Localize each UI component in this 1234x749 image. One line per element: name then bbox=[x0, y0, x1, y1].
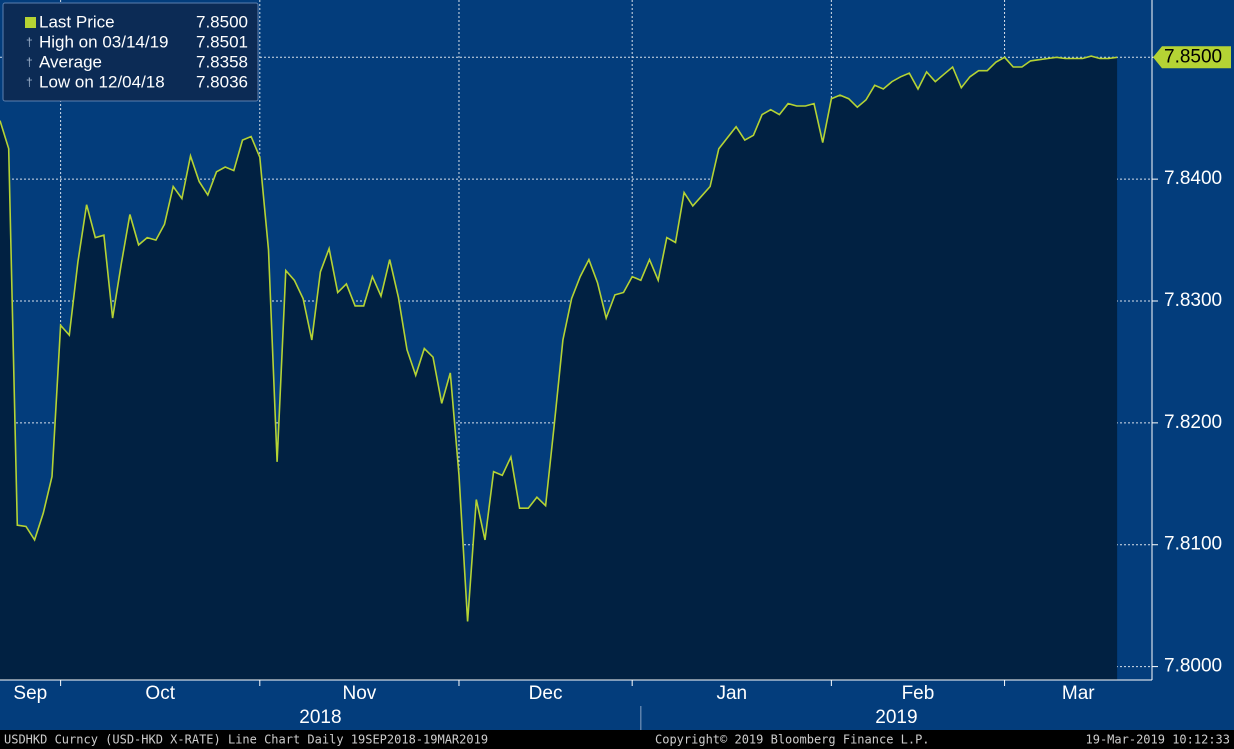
legend-icon: † bbox=[26, 75, 33, 89]
area bbox=[0, 56, 1118, 681]
plot bbox=[0, 0, 1152, 681]
x-tick-label: Feb bbox=[902, 683, 935, 704]
y-tick-label: 7.8000 bbox=[1164, 656, 1222, 677]
x-tick-label: Oct bbox=[145, 683, 175, 704]
legend-icon: † bbox=[26, 35, 33, 49]
year-label: 2018 bbox=[299, 707, 341, 728]
legend-box bbox=[2, 2, 259, 102]
legend-swatch bbox=[25, 17, 36, 28]
y-tick-label: 7.8300 bbox=[1164, 290, 1222, 311]
x-tick-label: Nov bbox=[342, 683, 376, 704]
legend-name: Last Price bbox=[39, 12, 115, 31]
legend: Last Price 7.8500 † High on 03/14/19 7.8501 †… bbox=[2, 2, 259, 102]
line bbox=[0, 55, 1118, 622]
year-label: 2019 bbox=[875, 707, 917, 728]
legend-value: 7.8501 bbox=[196, 32, 248, 51]
x-tick-label: Sep bbox=[13, 683, 47, 704]
y-tick-label: 7.8500 bbox=[1164, 46, 1222, 67]
footer-copyright: Copyright© 2019 Bloomberg Finance L.P. bbox=[655, 733, 930, 747]
legend-name: High on 03/14/19 bbox=[39, 32, 169, 51]
y-tick-label: 7.8400 bbox=[1164, 168, 1222, 189]
legend-name: Low on 12/04/18 bbox=[39, 72, 165, 91]
footer-timestamp: 19-Mar-2019 10:12:33 bbox=[1086, 733, 1231, 747]
footer-description: USDHKD Curncy (USD-HKD X-RATE) Line Char… bbox=[4, 733, 488, 747]
legend-icon: † bbox=[26, 55, 33, 69]
legend-value: 7.8036 bbox=[196, 72, 248, 91]
y-tick-label: 7.8200 bbox=[1164, 412, 1222, 433]
footer-bar bbox=[0, 730, 1234, 749]
x-tick-label: Jan bbox=[716, 683, 747, 704]
last-price-tag bbox=[1153, 46, 1231, 69]
x-tick-label: Mar bbox=[1062, 683, 1095, 704]
y-tick-label: 7.8100 bbox=[1164, 534, 1222, 555]
legend-value: 7.8500 bbox=[196, 12, 248, 31]
legend-value: 7.8358 bbox=[196, 52, 248, 71]
x-tick-label: Dec bbox=[529, 683, 563, 704]
legend-name: Average bbox=[39, 52, 102, 71]
